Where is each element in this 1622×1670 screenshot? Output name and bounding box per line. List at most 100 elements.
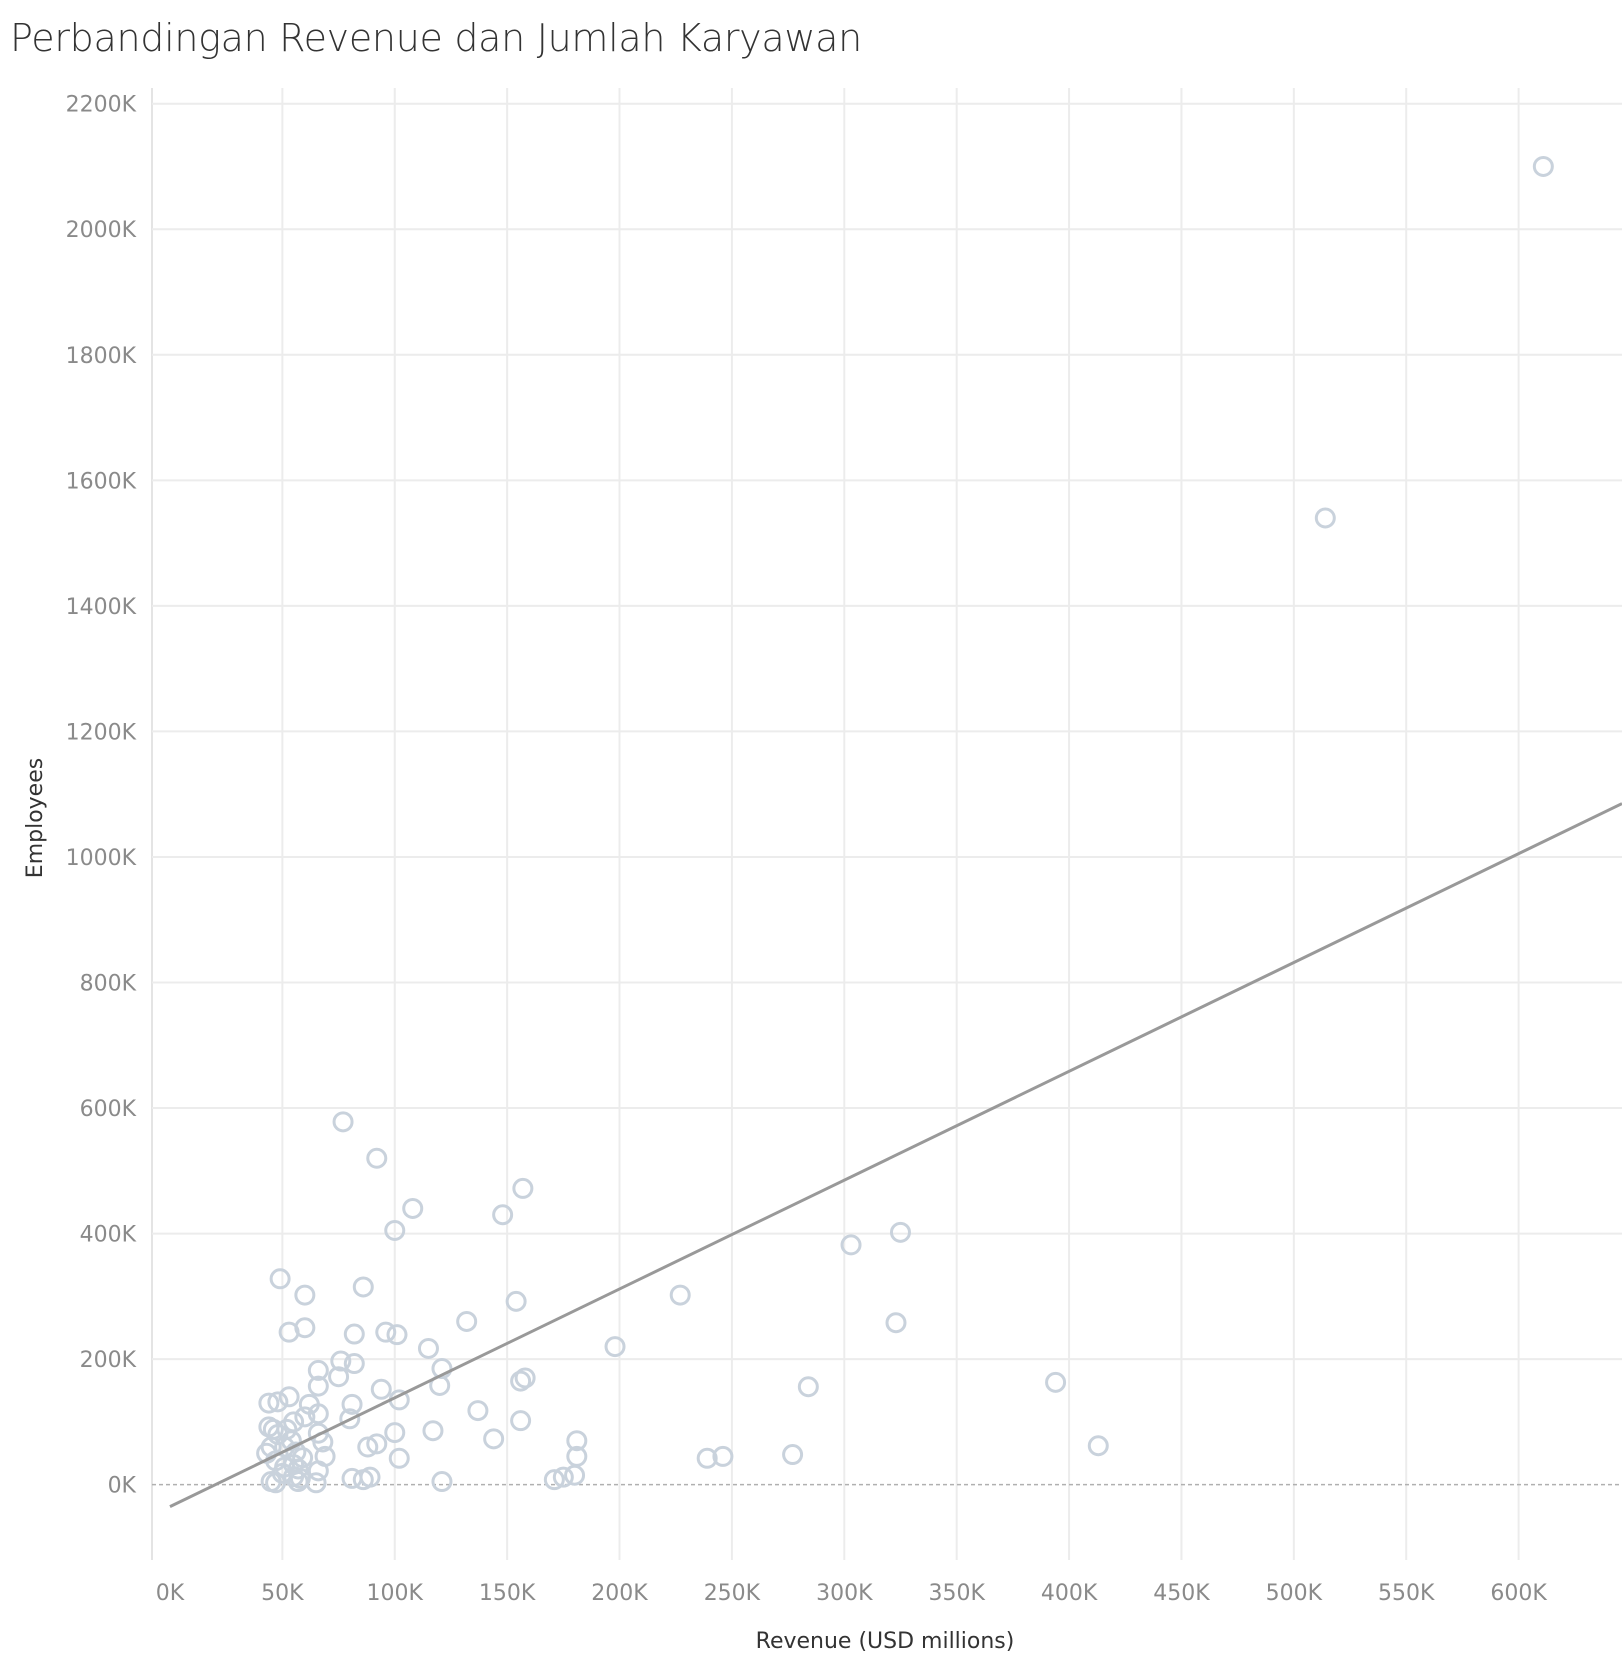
data-point — [307, 1422, 329, 1444]
data-point — [370, 1378, 392, 1400]
y-tick-label: 1600K — [66, 469, 137, 494]
y-axis-title: Employees — [23, 758, 48, 878]
x-tick-label: 100K — [367, 1581, 424, 1606]
data-point — [782, 1444, 804, 1466]
data-point — [566, 1430, 588, 1452]
data-point — [294, 1284, 316, 1306]
data-point — [328, 1366, 350, 1388]
x-axis-title: Revenue (USD millions) — [756, 1629, 1015, 1654]
data-point — [402, 1197, 424, 1219]
x-tick-label: 550K — [1378, 1581, 1435, 1606]
data-point — [332, 1111, 354, 1133]
data-point — [307, 1460, 329, 1482]
data-point — [357, 1436, 379, 1458]
data-point — [375, 1321, 397, 1343]
x-tick-label: 50K — [261, 1581, 304, 1606]
data-point — [298, 1393, 320, 1415]
x-tick-label: 250K — [704, 1581, 761, 1606]
data-point — [514, 1367, 536, 1389]
x-tick-label: 300K — [816, 1581, 873, 1606]
y-tick-label: 0K — [108, 1474, 137, 1499]
data-point — [307, 1375, 329, 1397]
y-tick-label: 2000K — [66, 218, 137, 243]
data-point — [256, 1442, 278, 1464]
y-tick-label: 1200K — [66, 720, 137, 745]
data-point — [712, 1445, 734, 1467]
data-point — [352, 1276, 374, 1298]
y-tick-label: 2200K — [66, 93, 137, 118]
data-point — [1045, 1371, 1067, 1393]
data-point — [384, 1422, 406, 1444]
data-point — [1314, 507, 1336, 529]
y-tick-label: 400K — [80, 1223, 137, 1248]
trend-line — [169, 802, 1622, 1508]
grid — [151, 88, 1622, 1560]
data-point — [604, 1336, 626, 1358]
data-point — [510, 1410, 532, 1432]
data-point — [384, 1219, 406, 1241]
y-tick-label: 1400K — [66, 595, 137, 620]
data-point — [260, 1471, 282, 1493]
data-point — [885, 1312, 907, 1334]
data-point — [1087, 1435, 1109, 1457]
data-point — [307, 1359, 329, 1381]
data-point — [258, 1392, 280, 1414]
y-tick-label: 600K — [80, 1097, 137, 1122]
data-point — [456, 1310, 478, 1332]
data-point — [352, 1469, 374, 1491]
data-point — [510, 1370, 532, 1392]
data-point — [366, 1147, 388, 1169]
data-point — [285, 1441, 307, 1463]
data-point — [552, 1466, 574, 1488]
y-tick-label: 1800K — [66, 344, 137, 369]
x-tick-label: 0K — [156, 1581, 185, 1606]
data-point — [343, 1323, 365, 1345]
x-tick-label: 400K — [1041, 1581, 1098, 1606]
x-axis-ticks: 0K 50K 100K 150K 200K 250K 300K 350K 400K 450K 500… — [156, 1581, 1548, 1606]
y-tick-label: 1000K — [66, 846, 137, 871]
x-tick-label: 350K — [928, 1581, 985, 1606]
data-point — [343, 1353, 365, 1375]
x-tick-label: 450K — [1153, 1581, 1210, 1606]
data-point — [889, 1221, 911, 1243]
data-point — [422, 1420, 444, 1442]
data-point — [386, 1324, 408, 1346]
data-points — [256, 155, 1554, 1494]
trend-line-group — [169, 802, 1622, 1508]
data-point — [274, 1456, 296, 1478]
data-point — [512, 1177, 534, 1199]
data-point — [696, 1447, 718, 1469]
data-point — [505, 1290, 527, 1312]
data-point — [339, 1408, 361, 1430]
x-tick-label: 200K — [591, 1581, 648, 1606]
data-point — [417, 1337, 439, 1359]
data-point — [278, 1321, 300, 1343]
data-point — [388, 1447, 410, 1469]
data-point — [278, 1386, 300, 1408]
x-tick-label: 600K — [1490, 1581, 1547, 1606]
chart-title: Perbandingan Revenue dan Jumlah Karyawan — [10, 16, 862, 60]
data-point — [269, 1268, 291, 1290]
data-point — [294, 1406, 316, 1428]
data-point — [341, 1467, 363, 1489]
data-point — [840, 1234, 862, 1256]
data-point — [483, 1428, 505, 1450]
data-point — [797, 1376, 819, 1398]
data-point — [258, 1416, 280, 1438]
data-point — [341, 1393, 363, 1415]
data-point — [366, 1433, 388, 1455]
data-point — [1532, 155, 1554, 177]
data-point — [543, 1469, 565, 1491]
data-point — [492, 1204, 514, 1226]
data-point — [564, 1464, 586, 1486]
data-point — [467, 1400, 489, 1422]
y-tick-label: 200K — [80, 1348, 137, 1373]
data-point — [669, 1284, 691, 1306]
x-tick-label: 500K — [1266, 1581, 1323, 1606]
data-point — [431, 1471, 453, 1493]
y-axis-ticks: 0K 200K 400K 600K 800K 1000K 1200K 1400K 1600K 18… — [66, 93, 137, 1499]
x-tick-label: 150K — [479, 1581, 536, 1606]
data-point — [267, 1391, 289, 1413]
data-point — [330, 1350, 352, 1372]
